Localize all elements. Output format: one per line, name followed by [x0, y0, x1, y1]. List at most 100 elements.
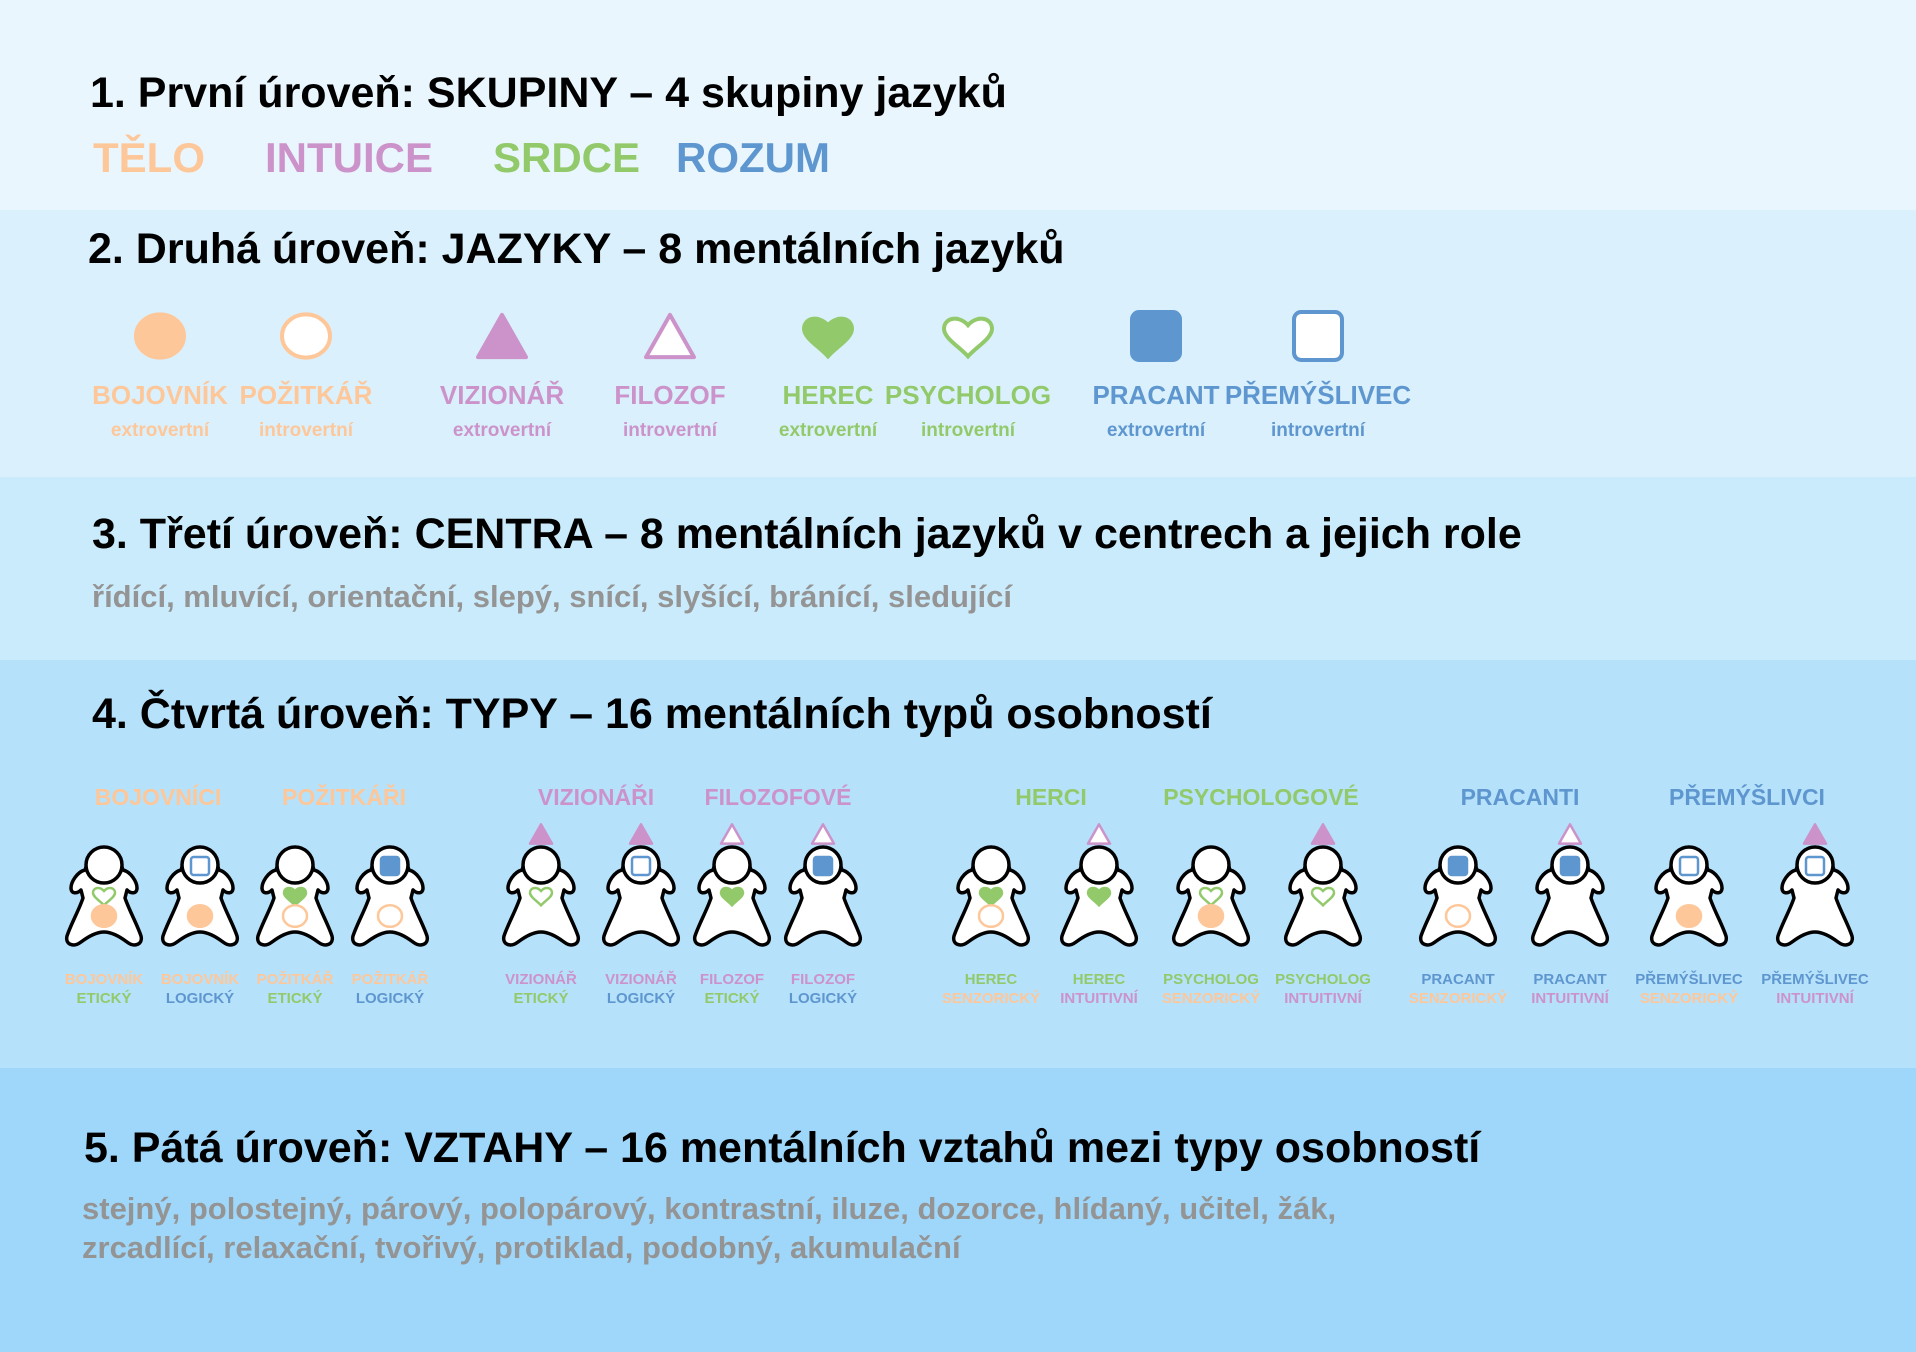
triangle-outline-icon: [719, 823, 745, 845]
type-person: PŘEMÝŠLIVEC INTUITIVNÍ: [1761, 820, 1869, 1008]
type-group-label: BOJOVNÍCI: [94, 784, 222, 810]
circle-outline-icon: [1444, 903, 1472, 929]
triangle-icon: [476, 312, 528, 360]
level-5-heading: 5. Pátá úroveň: VZTAHY – 16 mentálních v…: [84, 1124, 1481, 1172]
square-outline-icon: [1804, 855, 1826, 877]
person-figure-icon: [1775, 823, 1855, 947]
person-figure-icon: [1283, 823, 1363, 947]
person-figure-icon: [783, 823, 863, 947]
person-body: [350, 853, 430, 947]
level-4-section: [0, 660, 1916, 1068]
type-function: LOGICKÝ: [788, 990, 858, 1007]
type-function: INTUITIVNÍ: [1060, 990, 1138, 1007]
type-function: SENZORICKÝ: [941, 990, 1041, 1007]
type-function: INTUITIVNÍ: [1531, 990, 1609, 1007]
language-8: PŘEMÝŠLIVEC introvertní: [1218, 308, 1418, 440]
heart-filled-icon: [801, 316, 855, 360]
person-figure-icon: [601, 823, 681, 947]
circle-icon: [134, 312, 186, 360]
person-figure-icon: [1418, 845, 1498, 947]
type-name: BOJOVNÍK: [160, 971, 240, 988]
person-figure-icon: [350, 845, 430, 947]
language-6: PSYCHOLOG introvertní: [868, 308, 1068, 440]
type-person: PŘEMÝŠLIVEC SENZORICKÝ: [1635, 820, 1743, 1008]
square-filled-icon: [379, 855, 401, 877]
heart-icon: [801, 316, 855, 360]
level-1-heading: 1. První úroveň: SKUPINY – 4 skupiny jaz…: [90, 69, 1007, 117]
person-head: [521, 845, 561, 885]
type-group-label: POŽITKÁŘI: [282, 784, 406, 810]
heart-outline-icon: [91, 886, 117, 908]
type-group-label: FILOZOFOVÉ: [704, 784, 852, 810]
person-figure-icon: [501, 823, 581, 947]
heart-outline-icon: [528, 886, 554, 908]
language-2: POŽITKÁŘ introvertní: [206, 308, 406, 440]
type-function: INTUITIVNÍ: [1284, 990, 1362, 1007]
person-body: [1530, 853, 1610, 947]
circle-filled-icon: [134, 312, 186, 360]
type-function: INTUITIVNÍ: [1776, 990, 1854, 1007]
type-person: PSYCHOLOG INTUITIVNÍ: [1269, 820, 1377, 1008]
language-kind: introvertní: [921, 420, 1015, 441]
person-head: [1191, 845, 1231, 885]
group-telo: TĚLO: [93, 134, 205, 181]
circle-filled-icon: [1675, 903, 1703, 929]
type-function: ETICKÝ: [267, 990, 323, 1007]
type-person: FILOZOF ETICKÝ: [678, 820, 786, 1008]
language-name: FILOZOF: [614, 380, 726, 410]
triangle-filled-icon: [528, 823, 554, 845]
type-name: POŽITKÁŘ: [256, 971, 334, 988]
language-name: VIZIONÁŘ: [439, 380, 565, 410]
type-function: LOGICKÝ: [606, 990, 676, 1007]
type-name: FILOZOF: [790, 971, 856, 988]
person-figure-icon: [160, 845, 240, 947]
square-filled-icon: [1559, 855, 1581, 877]
square-icon: [1130, 310, 1182, 362]
group-rozum: ROZUM: [676, 134, 830, 181]
square-outline-icon: [189, 855, 211, 877]
triangle-filled-icon: [476, 312, 528, 360]
triangle-outline-icon: [1557, 823, 1583, 845]
type-function: SENZORICKÝ: [1408, 990, 1508, 1007]
type-function: ETICKÝ: [513, 990, 569, 1007]
person-body: [1775, 853, 1855, 947]
square-filled-icon: [1447, 855, 1469, 877]
level-3-section: [0, 477, 1916, 660]
person-figure-icon: [1530, 823, 1610, 947]
circle-icon: [280, 312, 332, 360]
type-function: SENZORICKÝ: [1161, 990, 1261, 1007]
heart-outline-icon: [1310, 886, 1336, 908]
circle-outline-icon: [977, 903, 1005, 929]
square-outline-icon: [1292, 310, 1344, 362]
type-function: LOGICKÝ: [355, 990, 425, 1007]
relations-line-2: zrcadlící, relaxační, tvořivý, protiklad…: [82, 1230, 961, 1265]
triangle-outline-icon: [644, 312, 696, 360]
language-1: BOJOVNÍK extrovertní: [60, 308, 260, 440]
level-1-section: [0, 0, 1916, 210]
language-name: PSYCHOLOG: [884, 380, 1052, 410]
heart-outline-icon: [1198, 886, 1224, 908]
language-4: FILOZOF introvertní: [570, 308, 770, 440]
type-person: BOJOVNÍK LOGICKÝ: [146, 820, 254, 1008]
language-name: HEREC: [782, 380, 874, 410]
type-function: ETICKÝ: [704, 990, 760, 1007]
type-person: VIZIONÁŘ ETICKÝ: [487, 820, 595, 1008]
person-head: [1079, 845, 1119, 885]
language-kind: extrovertní: [452, 420, 552, 441]
type-name: HEREC: [964, 971, 1018, 988]
person-head: [971, 845, 1011, 885]
person-body: [1418, 853, 1498, 947]
level-4-heading: 4. Čtvrtá úroveň: TYPY – 16 mentálních t…: [92, 690, 1212, 738]
type-name: POŽITKÁŘ: [351, 971, 429, 988]
circle-filled-icon: [1197, 903, 1225, 929]
person-figure-icon: [1171, 845, 1251, 947]
person-figure-icon: [255, 845, 335, 947]
circle-outline-icon: [280, 312, 332, 360]
type-person: POŽITKÁŘ ETICKÝ: [241, 820, 349, 1008]
type-group-label: PŘEMÝŠLIVCI: [1669, 784, 1825, 810]
heart-outline-icon: [941, 316, 995, 360]
square-filled-icon: [1130, 310, 1182, 362]
heart-icon: [941, 316, 995, 360]
type-name: HEREC: [1072, 971, 1126, 988]
triangle-filled-icon: [1802, 823, 1828, 845]
